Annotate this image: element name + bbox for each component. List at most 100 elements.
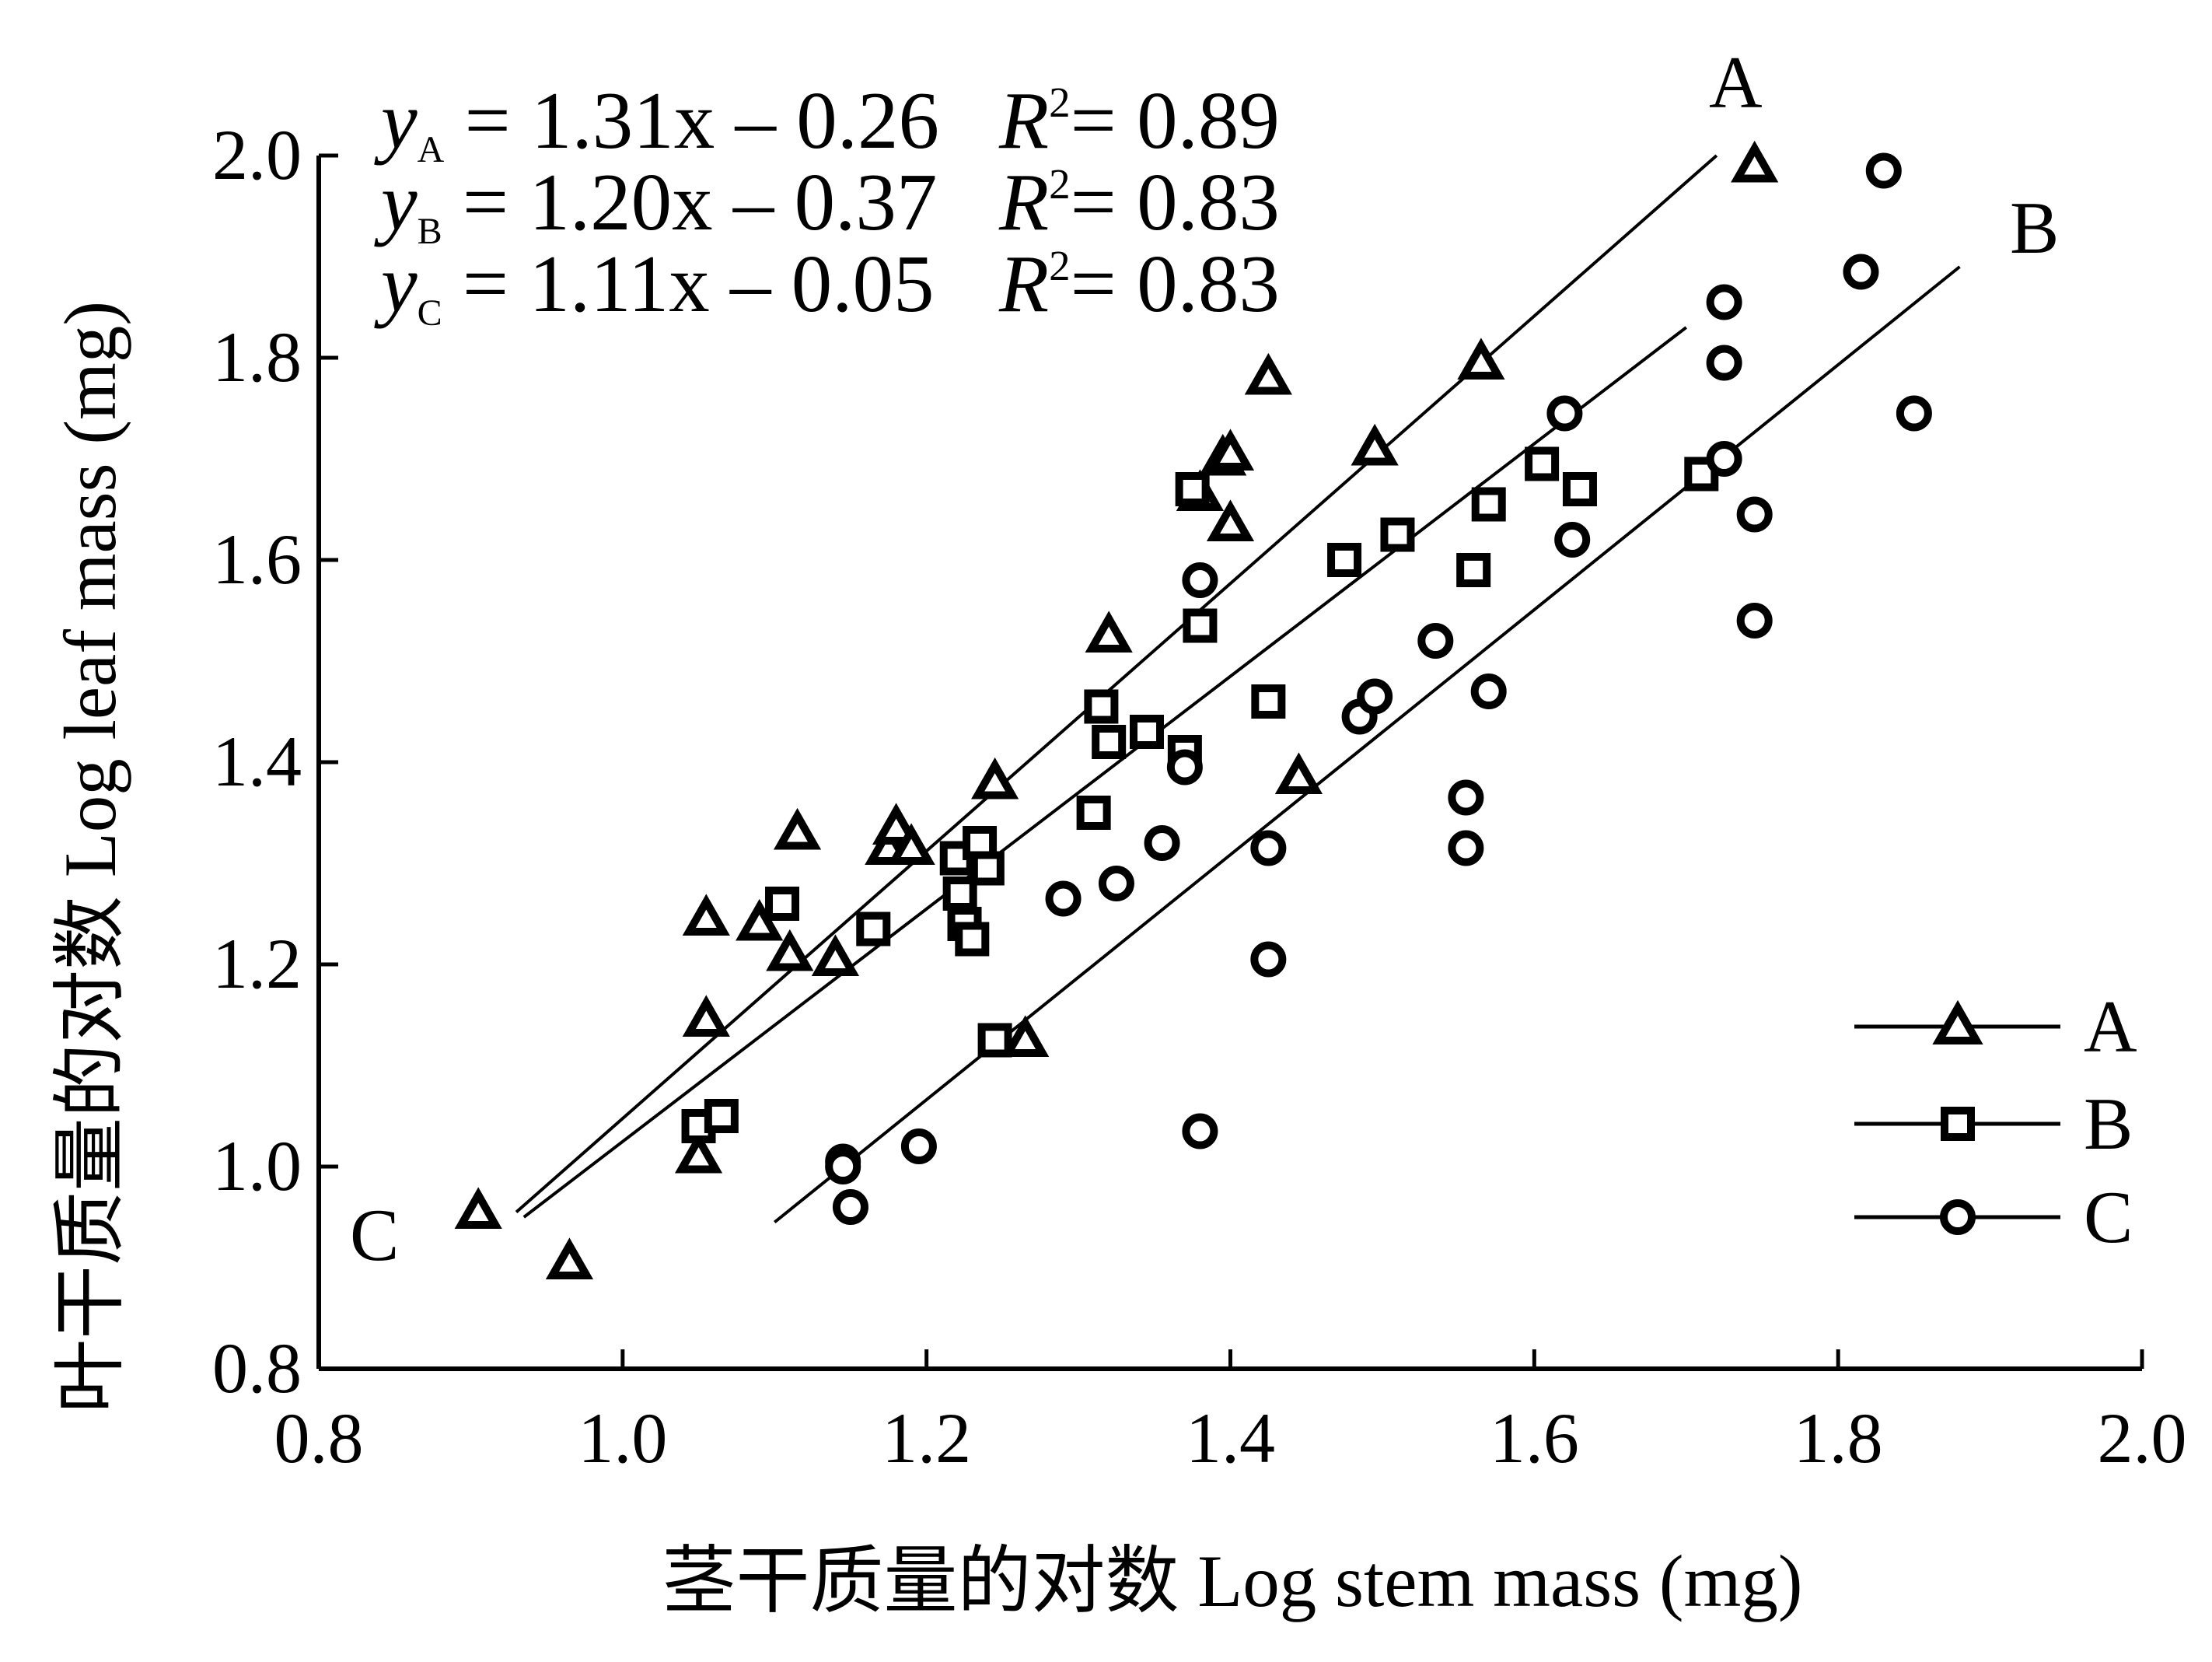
point-c [1865,152,1902,189]
point-b [1327,543,1362,577]
equation-c-r-sup: 2 [1049,242,1071,289]
point-b [1525,446,1560,481]
point-c [1736,603,1773,639]
x-tick-label: 1.4 [1186,1398,1275,1478]
point-a [1085,611,1133,653]
point-c [1357,678,1393,715]
x-tick-label: 1.6 [1490,1398,1579,1478]
equation-c-y: y [374,238,418,329]
line-label-a: A [1709,41,1763,124]
point-c [1554,522,1591,558]
equation-a: yA = 1.31x – 0.26 R2= 0.89 [374,75,1280,170]
point-b [1175,472,1210,506]
equation-b-expr: = 1.20x – 0.37 [442,156,938,247]
point-b [977,1023,1012,1058]
equation-a-sub: A [418,129,445,170]
x-tick-label: 1.0 [578,1398,667,1478]
x-tick-label: 2.0 [2098,1398,2187,1478]
point-a [811,934,860,976]
equation-a-y: y [374,75,418,166]
point-c [1417,623,1454,659]
x-tick-label: 1.2 [882,1398,971,1478]
point-b [970,851,1005,886]
point-c [1706,345,1742,381]
point-a [1244,352,1292,395]
fit-line-c [773,265,1961,1224]
point-b [765,887,800,921]
point-b [1380,517,1415,552]
point-a [1274,752,1323,794]
point-c [1250,941,1287,978]
equation-c: yC = 1.11x – 0.05 R2= 0.83 [374,238,1280,334]
legend-marker-c [1940,1199,1976,1235]
point-c [1546,395,1583,432]
point-a [773,807,822,850]
point-a [682,894,730,936]
y-tick-label: 1.0 [212,1126,302,1205]
point-c [1448,779,1484,816]
point-a [1206,429,1255,471]
point-c [1706,441,1742,477]
point-c [1843,254,1879,290]
point-b [942,876,977,911]
point-c [832,1189,868,1225]
point-a [454,1187,502,1229]
point-b [1076,796,1111,830]
legend: ABC [1854,985,2137,1258]
point-b [955,922,990,957]
point-a [1731,140,1779,183]
point-b [856,911,891,946]
equation-c-expr: = 1.11x – 0.05 [442,238,935,329]
point-c [1706,284,1742,320]
point-a [545,1237,594,1279]
y-tick-label: 2.0 [212,115,302,194]
point-b [1251,684,1286,719]
point-a [682,995,730,1037]
equation-b: yB = 1.20x – 0.37 R2= 0.83 [374,156,1280,252]
point-b [1092,725,1127,759]
y-tick-label: 1.8 [212,317,302,397]
point-c [900,1128,937,1164]
point-c [1166,749,1203,786]
point-a [674,1131,723,1174]
point-c [1736,496,1773,533]
point-a [872,803,921,845]
point-b [1183,608,1218,643]
point-b [1684,457,1719,492]
point-c [1098,866,1134,901]
y-tick-label: 0.8 [212,1328,302,1408]
point-a [1001,1015,1050,1057]
point-b [1130,715,1165,749]
point-a [970,757,1019,800]
point-a [1457,338,1505,380]
legend-marker-a [1932,999,1983,1044]
legend-label-c: C [2084,1176,2133,1258]
equation-a-r: R [998,75,1049,166]
point-c [1144,825,1180,861]
y-axis-label: 叶干质量的对数 Log leaf mass (mg) [49,301,131,1413]
point-c [1448,830,1484,866]
equation-b-r: R [998,156,1049,247]
point-c [1896,395,1932,432]
equation-a-r-sup: 2 [1049,79,1071,126]
point-a [736,898,784,941]
point-b [1084,689,1119,724]
equations: yA = 1.31x – 0.26 R2= 0.89 yB = 1.20x – 0… [374,75,1280,334]
fit-line-b [522,326,1687,1219]
x-tick-label: 1.8 [1794,1398,1883,1478]
point-c [1045,880,1082,917]
point-a [887,823,935,865]
data-points [454,140,1932,1279]
equation-a-expr: = 1.31x – 0.26 [444,75,939,166]
equation-c-r: R [998,238,1049,329]
point-b [1471,487,1506,522]
legend-label-b: B [2084,1083,2133,1165]
y-tick-label: 1.4 [212,722,302,801]
legend-marker-b [1941,1107,1975,1141]
point-b [1456,553,1491,587]
y-tick-label: 1.6 [212,520,302,599]
point-b [704,1099,739,1133]
equation-c-r2: = 0.83 [1071,238,1280,329]
point-a [1351,423,1399,466]
x-axis-label: 茎干质量的对数 Log stem mass (mg) [662,1540,1802,1622]
